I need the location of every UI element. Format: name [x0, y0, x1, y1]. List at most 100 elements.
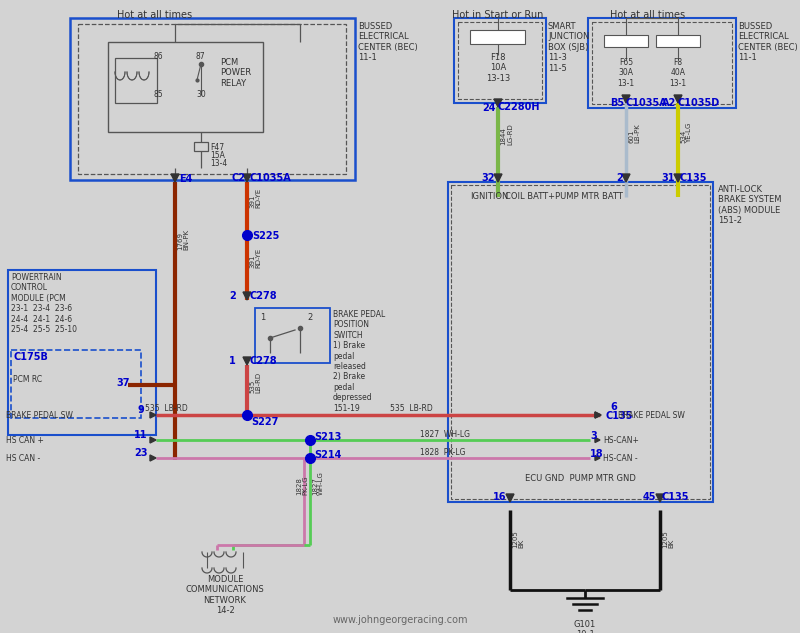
Text: 1769: 1769 — [177, 232, 183, 250]
Polygon shape — [243, 292, 251, 300]
Text: C135: C135 — [605, 411, 633, 421]
Text: 1205: 1205 — [512, 530, 518, 548]
Text: BUSSED
ELECTRICAL
CENTER (BEC)
11-1: BUSSED ELECTRICAL CENTER (BEC) 11-1 — [738, 22, 798, 62]
Text: LB-PK: LB-PK — [634, 123, 640, 143]
Text: LG-RD: LG-RD — [507, 123, 513, 145]
Text: ECU GND  PUMP MTR GND: ECU GND PUMP MTR GND — [525, 474, 635, 483]
Text: HS-CAN+: HS-CAN+ — [603, 436, 639, 445]
Polygon shape — [595, 412, 601, 418]
Text: 1827  WH-LG: 1827 WH-LG — [420, 430, 470, 439]
Text: PCM
POWER
RELAY: PCM POWER RELAY — [220, 58, 251, 88]
Bar — [454, 18, 546, 103]
Text: PCM RC: PCM RC — [13, 375, 42, 384]
Bar — [11, 350, 141, 418]
Bar — [604, 35, 648, 47]
Text: A2: A2 — [662, 98, 676, 108]
Text: 30: 30 — [196, 90, 206, 99]
Text: 11: 11 — [134, 430, 147, 440]
Text: 85: 85 — [154, 90, 164, 99]
Text: B5: B5 — [610, 98, 624, 108]
Text: 9: 9 — [138, 405, 145, 415]
Text: 3: 3 — [590, 431, 597, 441]
Text: C135: C135 — [662, 492, 690, 502]
Text: C2280H: C2280H — [498, 102, 541, 112]
Text: 1: 1 — [229, 356, 236, 366]
Text: 535  LB-RD: 535 LB-RD — [145, 404, 188, 413]
Bar — [70, 18, 355, 180]
Text: 13-4: 13-4 — [210, 159, 227, 168]
Text: 86: 86 — [154, 52, 164, 61]
Bar — [194, 142, 208, 151]
Text: YE-LG: YE-LG — [686, 123, 692, 143]
Text: 1205: 1205 — [662, 530, 668, 548]
Text: WH-LG: WH-LG — [318, 471, 324, 495]
Polygon shape — [243, 174, 251, 182]
Text: HS-CAN -: HS-CAN - — [603, 454, 638, 463]
Text: 45: 45 — [642, 492, 656, 502]
Text: C135: C135 — [680, 173, 707, 183]
Text: S225: S225 — [252, 231, 279, 241]
Bar — [448, 182, 713, 502]
Text: 37: 37 — [116, 378, 130, 388]
Text: BRAKE PEDAL
POSITION
SWITCH
1) Brake
pedal
released
2) Brake
pedal
depressed
151: BRAKE PEDAL POSITION SWITCH 1) Brake ped… — [333, 310, 386, 413]
Text: BUSSED
ELECTRICAL
CENTER (BEC)
11-1: BUSSED ELECTRICAL CENTER (BEC) 11-1 — [358, 22, 418, 62]
Text: 391: 391 — [249, 194, 255, 208]
Text: 601: 601 — [628, 130, 634, 143]
Polygon shape — [622, 174, 630, 182]
Bar — [458, 22, 542, 99]
Bar — [108, 42, 263, 132]
Text: F65
30A
13-1: F65 30A 13-1 — [618, 58, 634, 88]
Bar — [451, 185, 710, 499]
Text: RD-YE: RD-YE — [255, 188, 261, 208]
Polygon shape — [622, 95, 630, 103]
Polygon shape — [506, 494, 514, 502]
Bar — [588, 18, 736, 108]
Polygon shape — [656, 494, 664, 502]
Text: 2: 2 — [307, 313, 312, 322]
Text: 2: 2 — [616, 173, 623, 183]
Text: S214: S214 — [314, 450, 342, 460]
Text: F18
10A
13-13: F18 10A 13-13 — [486, 53, 510, 83]
Text: F8
40A
13-1: F8 40A 13-1 — [670, 58, 686, 88]
Polygon shape — [595, 437, 600, 442]
Text: C278: C278 — [249, 291, 277, 301]
Text: 535: 535 — [249, 380, 255, 393]
Polygon shape — [494, 174, 502, 182]
Text: RD-YE: RD-YE — [255, 248, 261, 268]
Text: 1: 1 — [260, 313, 266, 322]
Text: 87: 87 — [196, 52, 206, 61]
Text: ANTI-LOCK
BRAKE SYSTEM
(ABS) MODULE
151-2: ANTI-LOCK BRAKE SYSTEM (ABS) MODULE 151-… — [718, 185, 782, 225]
Polygon shape — [171, 174, 179, 182]
Text: COIL BATT+PUMP MTR BATT: COIL BATT+PUMP MTR BATT — [505, 192, 623, 201]
Text: 1844: 1844 — [500, 127, 506, 145]
Text: Hot in Start or Run: Hot in Start or Run — [452, 10, 544, 20]
Text: S227: S227 — [251, 417, 278, 427]
Text: 6: 6 — [610, 402, 617, 412]
Text: PK-LG: PK-LG — [302, 475, 308, 495]
Text: 391: 391 — [249, 254, 255, 268]
Text: 24: 24 — [482, 103, 496, 113]
Text: C1035A: C1035A — [626, 98, 668, 108]
Text: 1828  PK-LG: 1828 PK-LG — [420, 448, 466, 457]
Text: 15A: 15A — [210, 151, 225, 160]
Text: IGNITION: IGNITION — [470, 192, 508, 201]
Text: C1035D: C1035D — [678, 98, 720, 108]
Polygon shape — [150, 437, 156, 443]
Polygon shape — [150, 455, 156, 461]
Text: 534: 534 — [680, 130, 686, 143]
Text: 535  LB-RD: 535 LB-RD — [390, 404, 433, 413]
Bar — [470, 30, 525, 44]
Text: Hot at all times: Hot at all times — [610, 10, 686, 20]
Text: HS CAN +: HS CAN + — [6, 436, 44, 445]
Text: 23: 23 — [134, 448, 147, 458]
Text: C2: C2 — [231, 173, 245, 183]
Polygon shape — [674, 95, 682, 103]
Text: SMART
JUNCTION
BOX (SJB)
11-3
11-5: SMART JUNCTION BOX (SJB) 11-3 11-5 — [548, 22, 590, 73]
Bar — [78, 24, 346, 174]
Text: HS CAN -: HS CAN - — [6, 454, 40, 463]
Bar — [656, 35, 700, 47]
Bar — [592, 22, 732, 104]
Polygon shape — [494, 99, 502, 107]
Polygon shape — [595, 456, 600, 460]
Text: C1035A: C1035A — [249, 173, 290, 183]
